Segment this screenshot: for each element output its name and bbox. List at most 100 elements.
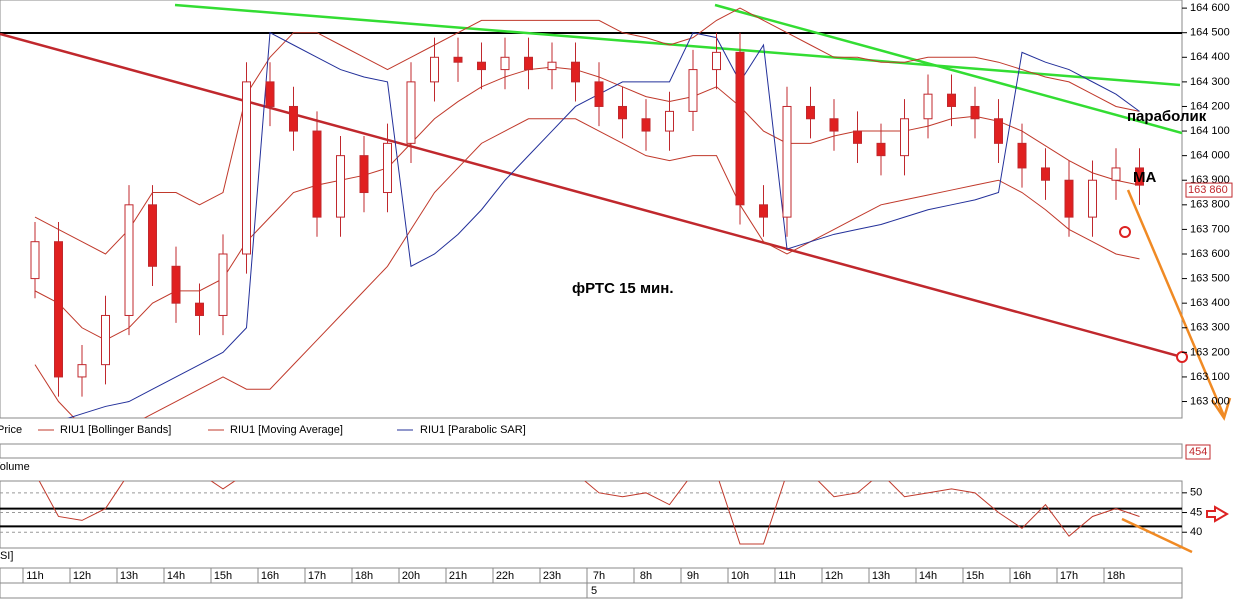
candle-body xyxy=(547,61,557,71)
indicator-line xyxy=(67,31,1140,418)
candle-body xyxy=(359,155,369,194)
bollinger-upper xyxy=(34,7,1140,255)
candle-body xyxy=(1088,179,1097,218)
x-tick-label: 21h xyxy=(449,570,467,582)
candle-body xyxy=(242,81,251,255)
x-tick-label: 12h xyxy=(73,570,91,582)
candle-body xyxy=(712,51,721,71)
y-tick-label: 164 300 xyxy=(1190,76,1230,88)
legend-label: RIU1 [Parabolic SAR] xyxy=(420,424,526,436)
annotation: MA xyxy=(1133,169,1156,186)
x-tick-label: 17h xyxy=(308,570,326,582)
candle-body xyxy=(665,110,674,132)
rsi-pane xyxy=(0,480,1183,549)
legend-label: RIU1 [Bollinger Bands] xyxy=(60,424,171,436)
rsi-tick-label: 40 xyxy=(1190,526,1202,538)
candle-body xyxy=(1064,179,1074,218)
x-tick-label: 17h xyxy=(1060,570,1078,582)
y-tick-label: 164 600 xyxy=(1190,2,1230,14)
y-tick-label: 164 200 xyxy=(1190,100,1230,112)
y-tick-label: 163 400 xyxy=(1190,297,1230,309)
volume-last: 454 xyxy=(1189,446,1207,458)
price-plot xyxy=(0,3,1182,418)
x-tick-label: 20h xyxy=(402,570,420,582)
candle-body xyxy=(500,56,510,71)
x-tick-label: 14h xyxy=(919,570,937,582)
y-tick-label: 163 700 xyxy=(1190,223,1230,235)
candle-body xyxy=(265,81,275,107)
candle-body xyxy=(171,265,181,304)
candle-body xyxy=(923,93,933,120)
candle-body xyxy=(876,142,886,157)
x-tick-label: 7h xyxy=(593,570,605,582)
y-tick-label: 163 800 xyxy=(1190,199,1230,211)
x-tick-label: 15h xyxy=(214,570,232,582)
candle-body xyxy=(806,105,815,120)
y-tick-label: 164 400 xyxy=(1190,51,1230,63)
x-tick-label: 15h xyxy=(966,570,984,582)
x-tick-label: 11h xyxy=(778,570,796,582)
x-tick-label: 10h xyxy=(731,570,749,582)
last-price-badge xyxy=(1185,182,1233,198)
y-tick-label: 163 500 xyxy=(1190,272,1230,284)
x-tick-label: 23h xyxy=(543,570,561,582)
candle-body xyxy=(336,155,345,218)
candle-body xyxy=(947,93,956,107)
candle-body xyxy=(383,142,392,194)
candle-body xyxy=(218,253,228,316)
candle-body xyxy=(1135,167,1144,186)
candle-body xyxy=(453,56,463,63)
candle-body xyxy=(148,204,157,267)
candle-body xyxy=(594,81,604,107)
chart-title: фРТС 15 мин. xyxy=(572,280,674,297)
candle-body xyxy=(618,105,627,120)
candle-body xyxy=(477,61,486,71)
candle-body xyxy=(101,314,110,366)
y-tick-label: 163 100 xyxy=(1190,371,1230,383)
legend-label: Price xyxy=(0,424,22,436)
candle-body xyxy=(30,241,40,280)
candle-body xyxy=(688,69,698,112)
candle-body xyxy=(994,118,1003,144)
candle-body xyxy=(1017,142,1027,169)
candle-body xyxy=(312,130,322,218)
y-tick-label: 164 500 xyxy=(1190,27,1230,39)
x-tick-label: 9h xyxy=(687,570,699,582)
rsi-tick-label: 45 xyxy=(1190,506,1202,518)
candle-body xyxy=(641,118,651,132)
y-tick-label: 163 200 xyxy=(1190,346,1230,358)
candle-body xyxy=(289,105,298,132)
x-tick-label: 18h xyxy=(1107,570,1125,582)
rsi-tick-label: 50 xyxy=(1190,487,1202,499)
x-tick-label: 12h xyxy=(825,570,843,582)
candle-body xyxy=(571,61,580,83)
y-tick-label: 163 600 xyxy=(1190,248,1230,260)
x-tick-label: 18h xyxy=(355,570,373,582)
candle-body xyxy=(406,81,416,144)
trend-line-green xyxy=(714,3,1182,135)
arrow-head xyxy=(1210,397,1232,421)
marker xyxy=(1119,226,1131,238)
candle-body xyxy=(77,364,87,378)
candle-body xyxy=(54,241,63,378)
annotation: параболик xyxy=(1127,108,1207,125)
candle-body xyxy=(970,105,980,120)
x-tick-label: 13h xyxy=(872,570,890,582)
marker xyxy=(1176,351,1188,363)
trend-line xyxy=(0,32,1182,359)
y-tick-label: 164 000 xyxy=(1190,150,1230,162)
candle-body xyxy=(1111,167,1121,181)
x-tick-label: 11h xyxy=(26,570,44,582)
x-tick-label: 8h xyxy=(640,570,652,582)
x-tick-label: 16h xyxy=(1013,570,1031,582)
volume-pane xyxy=(0,443,1183,459)
y-tick-label: 164 100 xyxy=(1190,125,1230,137)
y-tick-label: 163 000 xyxy=(1190,395,1230,407)
candle-body xyxy=(759,204,768,218)
bollinger-lower xyxy=(34,118,1140,418)
candle-body xyxy=(853,130,862,144)
trend-line-green xyxy=(174,3,1181,87)
volume-badge xyxy=(1185,444,1211,460)
forecast-arrow xyxy=(1121,517,1193,554)
